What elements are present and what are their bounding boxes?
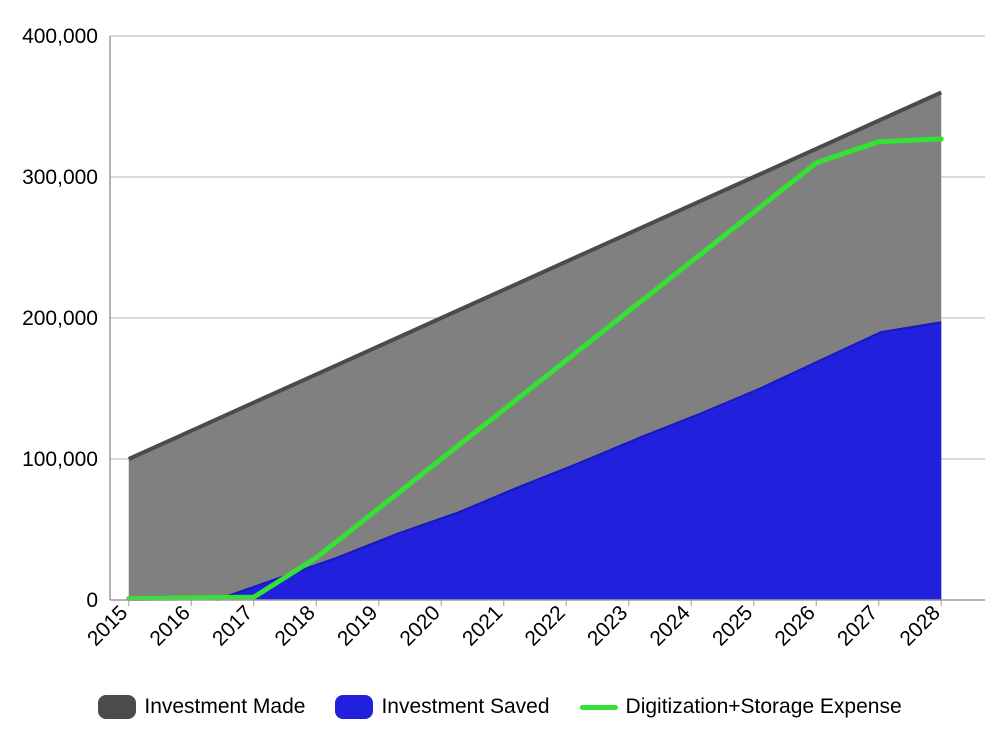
y-tick-label: 400,000 <box>22 25 98 48</box>
x-tick-label: 2028 <box>895 601 944 650</box>
x-tick-label: 2027 <box>833 601 882 650</box>
y-tick-label: 200,000 <box>22 307 98 330</box>
x-tick-label: 2019 <box>333 601 382 650</box>
x-tick-label: 2023 <box>583 601 632 650</box>
x-tick-label: 2021 <box>458 601 507 650</box>
legend-label: Investment Saved <box>381 695 549 719</box>
legend-item: Investment Saved <box>335 695 549 719</box>
chart-svg: 0100,000200,000300,000400,00020152016201… <box>0 0 1000 746</box>
x-tick-label: 2018 <box>270 601 319 650</box>
y-tick-label: 100,000 <box>22 448 98 471</box>
y-tick-label: 300,000 <box>22 166 98 189</box>
legend-label: Digitization+Storage Expense <box>626 695 902 719</box>
x-tick-label: 2025 <box>708 601 757 650</box>
y-tick-label: 0 <box>86 589 98 612</box>
chart-legend: Investment Made Investment Saved Digitizat… <box>0 695 1000 719</box>
legend-swatch <box>98 695 136 719</box>
x-tick-label: 2020 <box>395 601 444 650</box>
x-tick-label: 2016 <box>145 601 194 650</box>
x-tick-label: 2017 <box>208 601 257 650</box>
x-tick-label: 2022 <box>520 601 569 650</box>
chart-container: 0100,000200,000300,000400,00020152016201… <box>0 0 1000 746</box>
legend-line-swatch <box>580 705 618 710</box>
legend-item: Digitization+Storage Expense <box>580 695 902 719</box>
x-tick-label: 2026 <box>770 601 819 650</box>
legend-label: Investment Made <box>144 695 305 719</box>
legend-item: Investment Made <box>98 695 305 719</box>
x-tick-label: 2024 <box>645 601 695 651</box>
legend-swatch <box>335 695 373 719</box>
